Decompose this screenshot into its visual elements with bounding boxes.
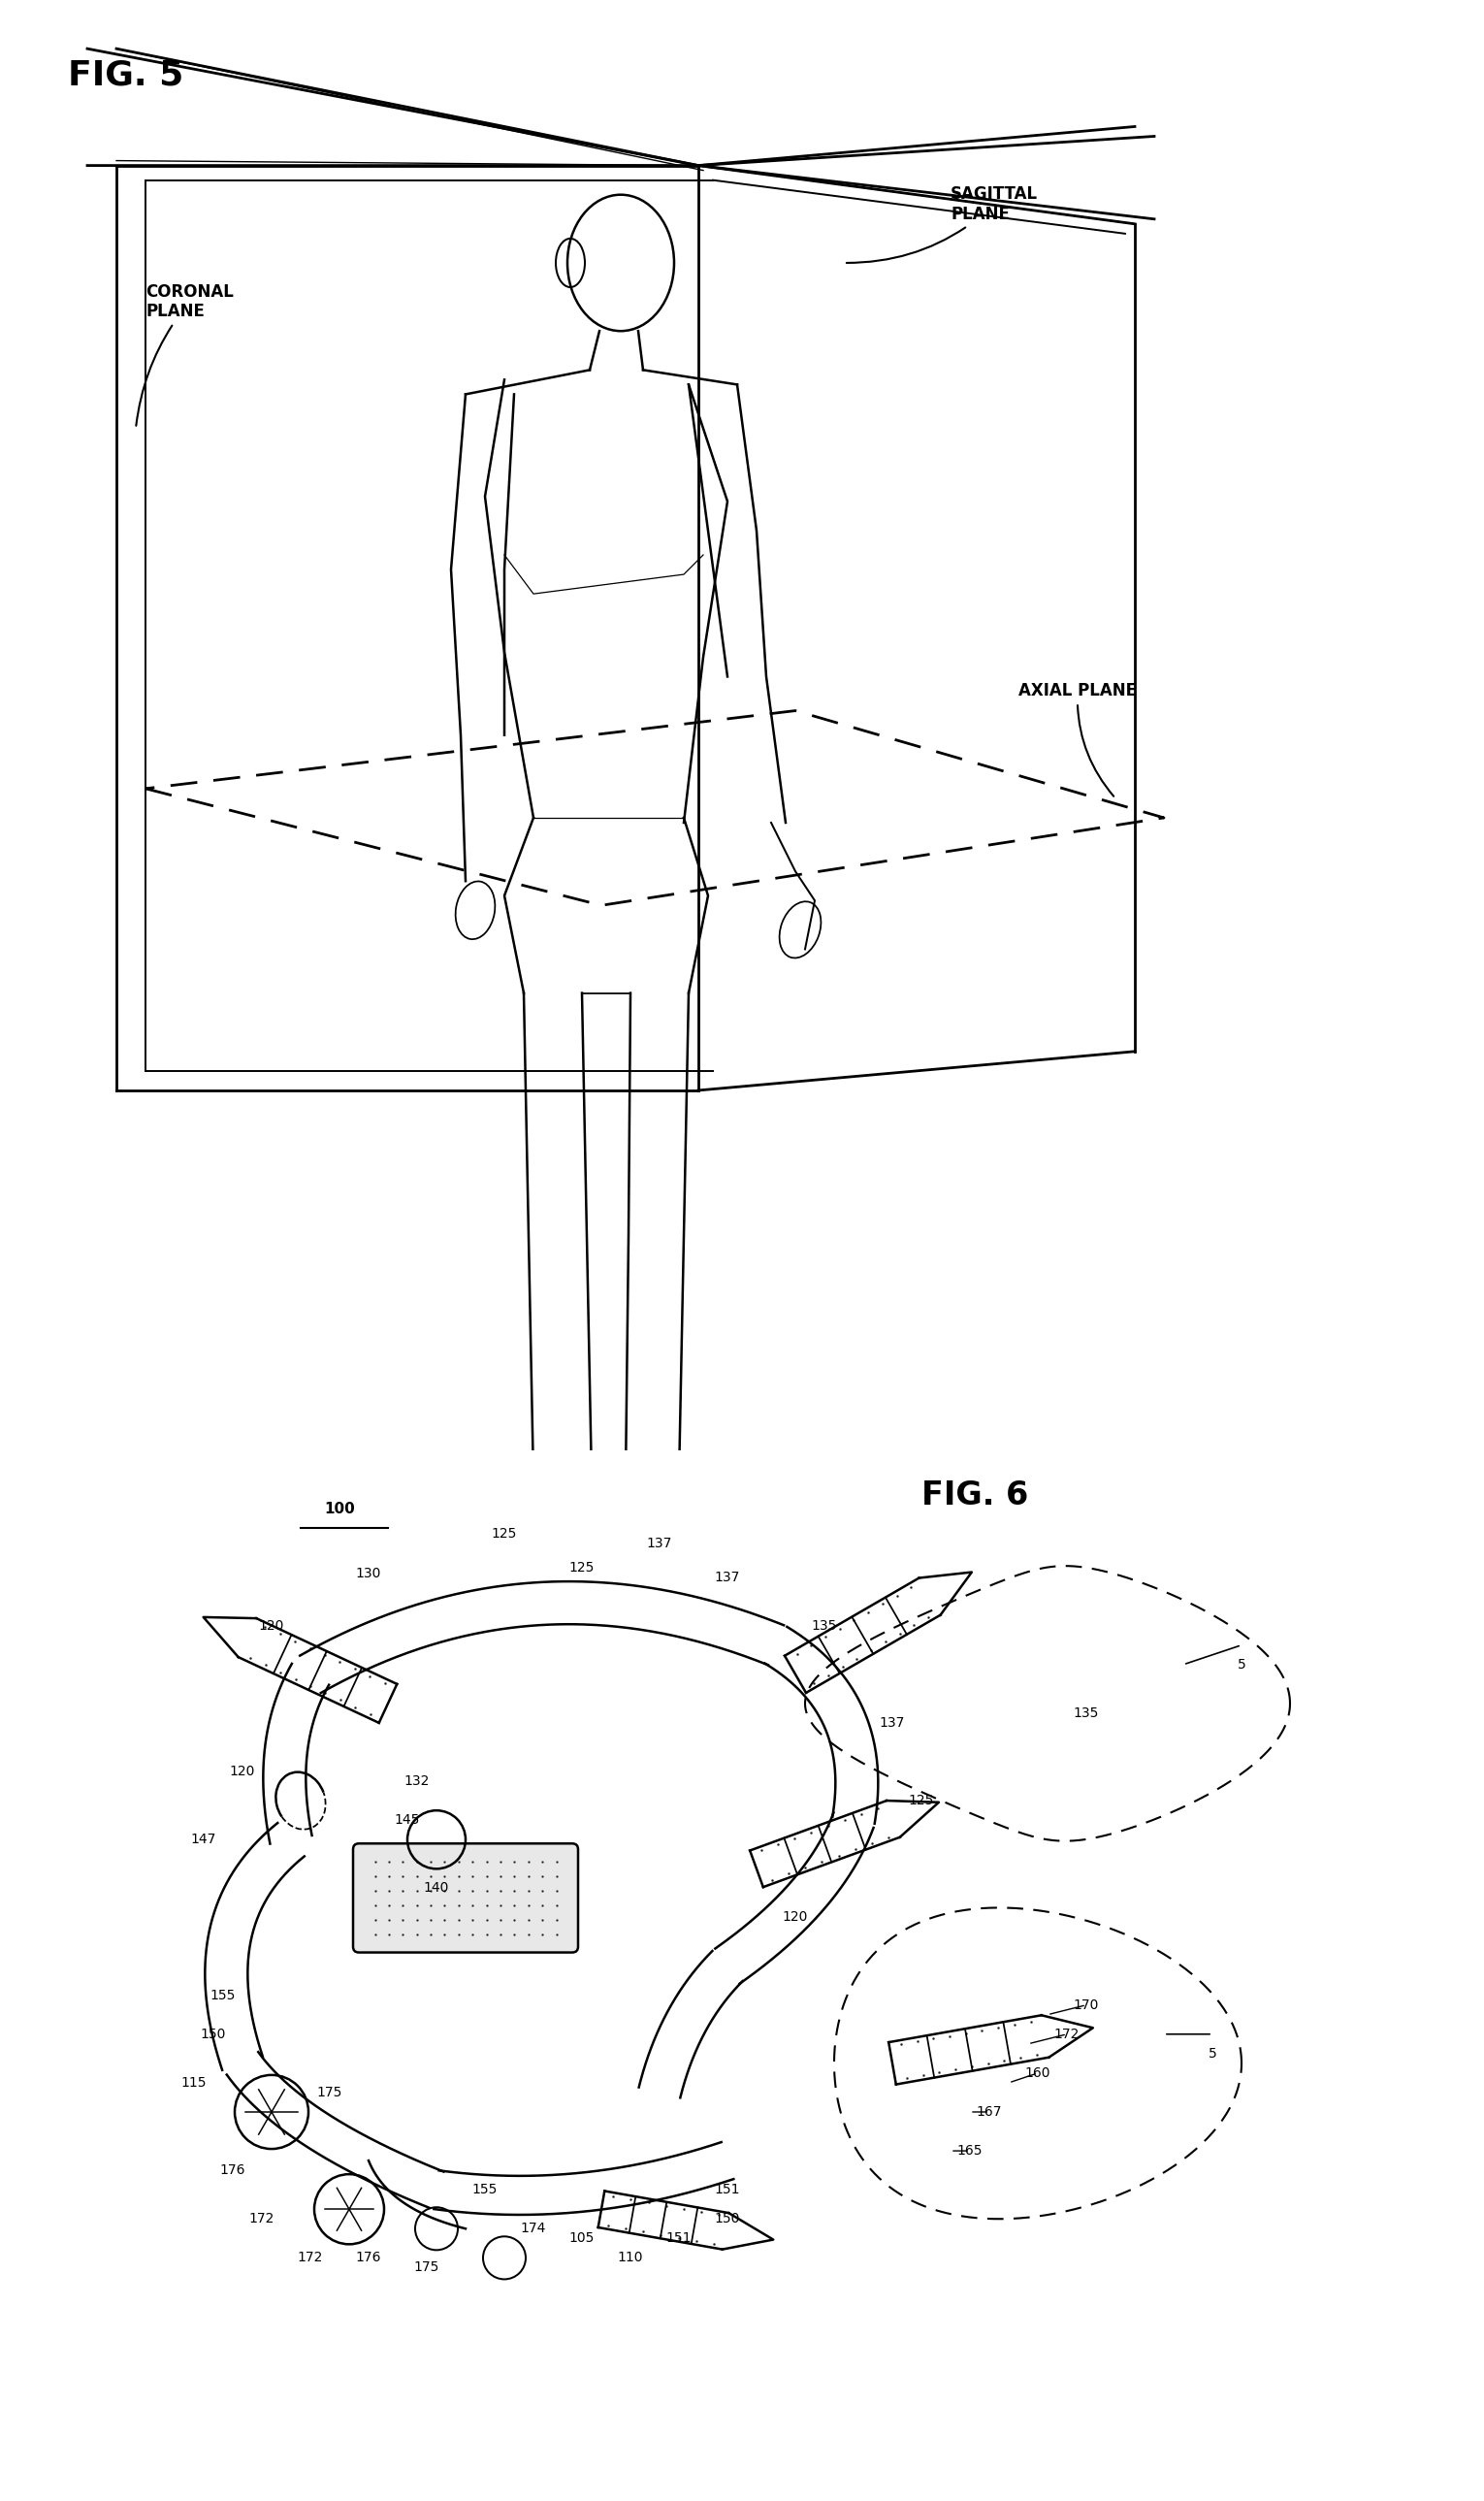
Text: FIG. 5: FIG. 5 <box>68 58 184 93</box>
Text: 172: 172 <box>298 2251 324 2263</box>
Text: 175: 175 <box>414 2261 439 2273</box>
Text: 165: 165 <box>957 2143 982 2158</box>
Text: 135: 135 <box>812 1618 837 1633</box>
Text: 167: 167 <box>976 2106 1002 2118</box>
Text: 125: 125 <box>491 1528 516 1541</box>
Text: 137: 137 <box>880 1716 905 1731</box>
Text: 132: 132 <box>404 1776 430 1788</box>
Text: 160: 160 <box>1025 2066 1051 2081</box>
Text: 5: 5 <box>1208 2046 1217 2061</box>
Text: 155: 155 <box>472 2183 497 2196</box>
Text: 140: 140 <box>423 1881 450 1896</box>
Text: 120: 120 <box>230 1766 255 1778</box>
Text: 5: 5 <box>1238 1658 1245 1671</box>
Text: 174: 174 <box>521 2221 546 2236</box>
Text: 155: 155 <box>211 1988 236 2001</box>
Text: 100: 100 <box>324 1501 355 1516</box>
Text: 137: 137 <box>715 1571 741 1583</box>
FancyBboxPatch shape <box>353 1843 579 1953</box>
Text: 172: 172 <box>1054 2028 1080 2041</box>
Text: 125: 125 <box>908 1793 935 1808</box>
Text: 105: 105 <box>570 2231 595 2246</box>
Text: 145: 145 <box>395 1813 420 1826</box>
Text: SAGITTAL
PLANE: SAGITTAL PLANE <box>846 185 1037 263</box>
Text: 135: 135 <box>1073 1706 1100 1721</box>
Text: 150: 150 <box>715 2213 741 2226</box>
Text: 125: 125 <box>570 1561 595 1573</box>
Text: CORONAL
PLANE: CORONAL PLANE <box>137 283 233 425</box>
Text: FIG. 6: FIG. 6 <box>922 1481 1028 1511</box>
Text: 172: 172 <box>249 2213 275 2226</box>
Text: 120: 120 <box>258 1618 285 1633</box>
Text: 137: 137 <box>647 1538 672 1551</box>
Text: 110: 110 <box>617 2251 643 2263</box>
Text: 151: 151 <box>715 2183 741 2196</box>
Text: 150: 150 <box>200 2028 226 2041</box>
Text: 151: 151 <box>666 2231 692 2246</box>
Text: 170: 170 <box>1073 1998 1100 2011</box>
Text: 120: 120 <box>782 1911 809 1923</box>
Text: 176: 176 <box>356 2251 381 2263</box>
Text: 176: 176 <box>220 2163 246 2176</box>
Text: 147: 147 <box>191 1833 217 1846</box>
Text: 175: 175 <box>318 2086 343 2098</box>
Text: AXIAL PLANE: AXIAL PLANE <box>1018 683 1137 795</box>
Text: 115: 115 <box>181 2076 206 2088</box>
Text: 130: 130 <box>356 1566 381 1581</box>
